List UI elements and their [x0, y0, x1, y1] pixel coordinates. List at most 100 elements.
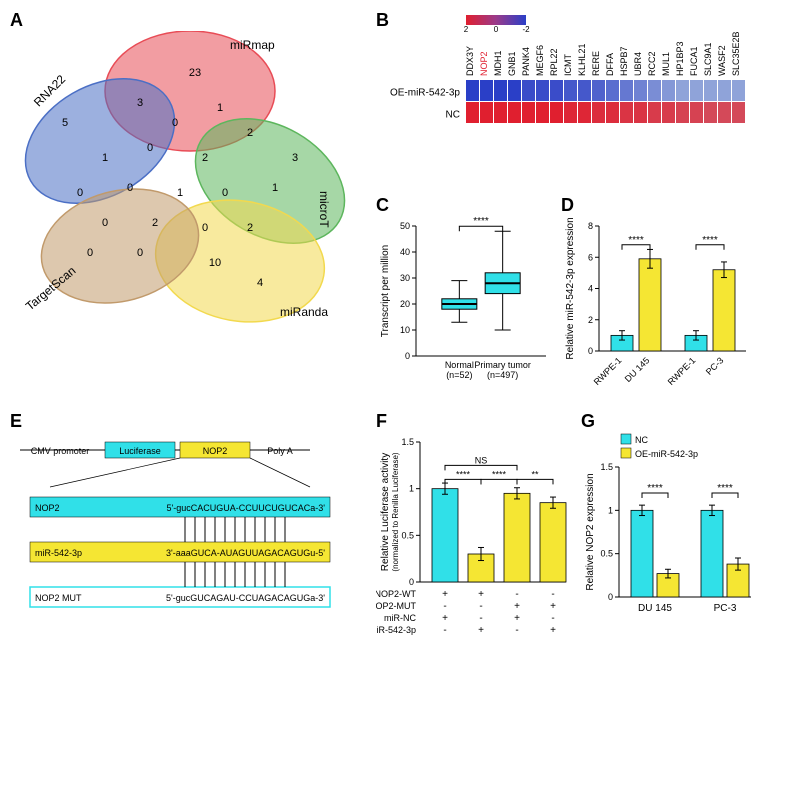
svg-text:NOP2 MUT: NOP2 MUT	[35, 593, 82, 603]
svg-text:0.5: 0.5	[600, 549, 613, 559]
svg-text:-: -	[443, 601, 446, 612]
svg-text:NOP2: NOP2	[479, 51, 489, 76]
panel-g-label: G	[581, 411, 756, 432]
svg-text:miR-542-3p: miR-542-3p	[35, 548, 82, 558]
panel-b-label: B	[376, 10, 389, 31]
svg-text:0: 0	[608, 592, 613, 602]
svg-text:+: +	[514, 613, 520, 624]
panel-f-label: F	[376, 411, 571, 432]
figure-grid: A miRmapRNA22microTmiRandaTargetScan2353…	[10, 10, 776, 682]
svg-text:NOP2: NOP2	[35, 503, 60, 513]
svg-text:2: 2	[464, 25, 469, 34]
svg-text:0: 0	[102, 217, 108, 229]
svg-text:+: +	[442, 589, 448, 600]
panel-b: B 20-2DDX3YNOP2MDH1GNB1PANK4MEGF6RPL22IC…	[376, 10, 776, 185]
svg-text:(n=52): (n=52)	[446, 370, 472, 380]
svg-text:0: 0	[409, 577, 414, 587]
sequence-diagram: CMV promoter Luciferase NOP2 Poly A NOP2 5'-g…	[10, 432, 350, 632]
svg-text:MDH1: MDH1	[493, 50, 503, 76]
svg-text:10: 10	[209, 257, 221, 269]
svg-text:10: 10	[400, 325, 410, 335]
svg-text:Relative miR-542-3p expression: Relative miR-542-3p expression	[565, 217, 576, 359]
svg-text:FUCA1: FUCA1	[689, 46, 699, 76]
bar-chart-g: NCOE-miR-542-3p00.511.5Relative NOP2 exp…	[581, 432, 756, 632]
svg-text:3: 3	[137, 97, 143, 109]
svg-text:-: -	[515, 625, 518, 636]
svg-text:2: 2	[152, 217, 158, 229]
panel-a-label: A	[10, 10, 366, 31]
svg-text:5'-gucGUCAGAU-CCUAGACAGUGa-3': 5'-gucGUCAGAU-CCUAGACAGUGa-3'	[166, 593, 325, 603]
svg-text:RERE: RERE	[591, 51, 601, 76]
svg-text:0: 0	[147, 142, 153, 154]
svg-text:0: 0	[87, 247, 93, 259]
svg-text:CMV promoter: CMV promoter	[31, 446, 90, 456]
svg-text:3'-aaaGUCA-AUAGUUAGACAGUGu-5': 3'-aaaGUCA-AUAGUUAGACAGUGu-5'	[166, 548, 325, 558]
svg-text:1: 1	[217, 102, 223, 114]
venn-diagram: miRmapRNA22microTmiRandaTargetScan235310…	[10, 31, 350, 331]
svg-text:+: +	[478, 589, 484, 600]
svg-text:HSPB7: HSPB7	[619, 46, 629, 76]
svg-text:****: ****	[647, 483, 663, 494]
svg-text:PC-3: PC-3	[714, 603, 737, 614]
svg-text:GNB1: GNB1	[507, 51, 517, 76]
svg-text:2: 2	[202, 152, 208, 164]
svg-text:KLHL21: KLHL21	[577, 43, 587, 76]
svg-text:-: -	[443, 625, 446, 636]
svg-text:-: -	[479, 613, 482, 624]
svg-text:1: 1	[102, 152, 108, 164]
svg-text:-2: -2	[522, 25, 530, 34]
svg-text:Luciferase: Luciferase	[119, 446, 161, 456]
svg-text:Normal: Normal	[445, 360, 474, 370]
svg-text:Transcript per million: Transcript per million	[380, 245, 391, 337]
svg-text:2: 2	[247, 127, 253, 139]
panel-e: E CMV promoterLuciferaseNOP2Poly ANOP25'…	[10, 411, 366, 682]
svg-text:NC: NC	[635, 435, 648, 445]
bar-chart-f: 00.511.5Relative Luciferase activity(nor…	[376, 432, 571, 677]
svg-text:3: 3	[292, 152, 298, 164]
svg-text:(normalized to Renilla Lucifer: (normalized to Renilla Luciferase)	[391, 452, 400, 572]
svg-text:NOP2: NOP2	[203, 446, 228, 456]
svg-text:**: **	[531, 469, 539, 479]
svg-text:miR-542-3p: miR-542-3p	[376, 625, 416, 635]
svg-text:Relative NOP2 expression: Relative NOP2 expression	[585, 473, 596, 590]
svg-text:SLC9A1: SLC9A1	[703, 42, 713, 76]
svg-text:20: 20	[400, 299, 410, 309]
svg-text:0: 0	[172, 117, 178, 129]
svg-text:DFFA: DFFA	[605, 53, 615, 76]
svg-text:(n=497): (n=497)	[487, 370, 518, 380]
svg-text:+: +	[514, 601, 520, 612]
svg-text:0: 0	[202, 222, 208, 234]
svg-text:40: 40	[400, 247, 410, 257]
svg-text:50: 50	[400, 221, 410, 231]
svg-text:1.5: 1.5	[600, 462, 613, 472]
panel-c-label: C	[376, 195, 551, 216]
svg-text:****: ****	[492, 469, 507, 479]
svg-text:0: 0	[222, 187, 228, 199]
svg-text:Primary tumor: Primary tumor	[474, 360, 531, 370]
svg-text:Poly A: Poly A	[267, 446, 293, 456]
svg-text:5'-gucCACUGUA-CCUUCUGUCACa-3': 5'-gucCACUGUA-CCUUCUGUCACa-3'	[167, 503, 326, 513]
svg-text:-: -	[551, 613, 554, 624]
svg-text:SLC35E2B: SLC35E2B	[731, 31, 741, 76]
svg-text:DU 145: DU 145	[623, 355, 652, 384]
svg-text:NOP2-WT: NOP2-WT	[376, 589, 417, 599]
svg-text:1.5: 1.5	[401, 437, 414, 447]
svg-text:+: +	[478, 625, 484, 636]
svg-text:PC-3: PC-3	[704, 355, 726, 377]
svg-text:2: 2	[247, 222, 253, 234]
svg-text:****: ****	[456, 469, 471, 479]
svg-text:DDX3Y: DDX3Y	[465, 46, 475, 76]
svg-text:****: ****	[702, 235, 718, 246]
boxplot: 01020304050Transcript per millionNormal(…	[376, 216, 551, 396]
svg-text:+: +	[550, 601, 556, 612]
svg-text:WASF2: WASF2	[717, 45, 727, 76]
svg-text:ICMT: ICMT	[563, 54, 573, 76]
svg-text:****: ****	[717, 483, 733, 494]
svg-text:****: ****	[473, 216, 489, 227]
panel-a: A miRmapRNA22microTmiRandaTargetScan2353…	[10, 10, 366, 401]
svg-text:RPL22: RPL22	[549, 48, 559, 76]
svg-text:23: 23	[189, 67, 201, 79]
svg-text:-: -	[515, 589, 518, 600]
svg-text:miRmap: miRmap	[230, 38, 275, 52]
bar-chart-d: 02468Relative miR-542-3p expressionRWPE-…	[561, 216, 751, 396]
